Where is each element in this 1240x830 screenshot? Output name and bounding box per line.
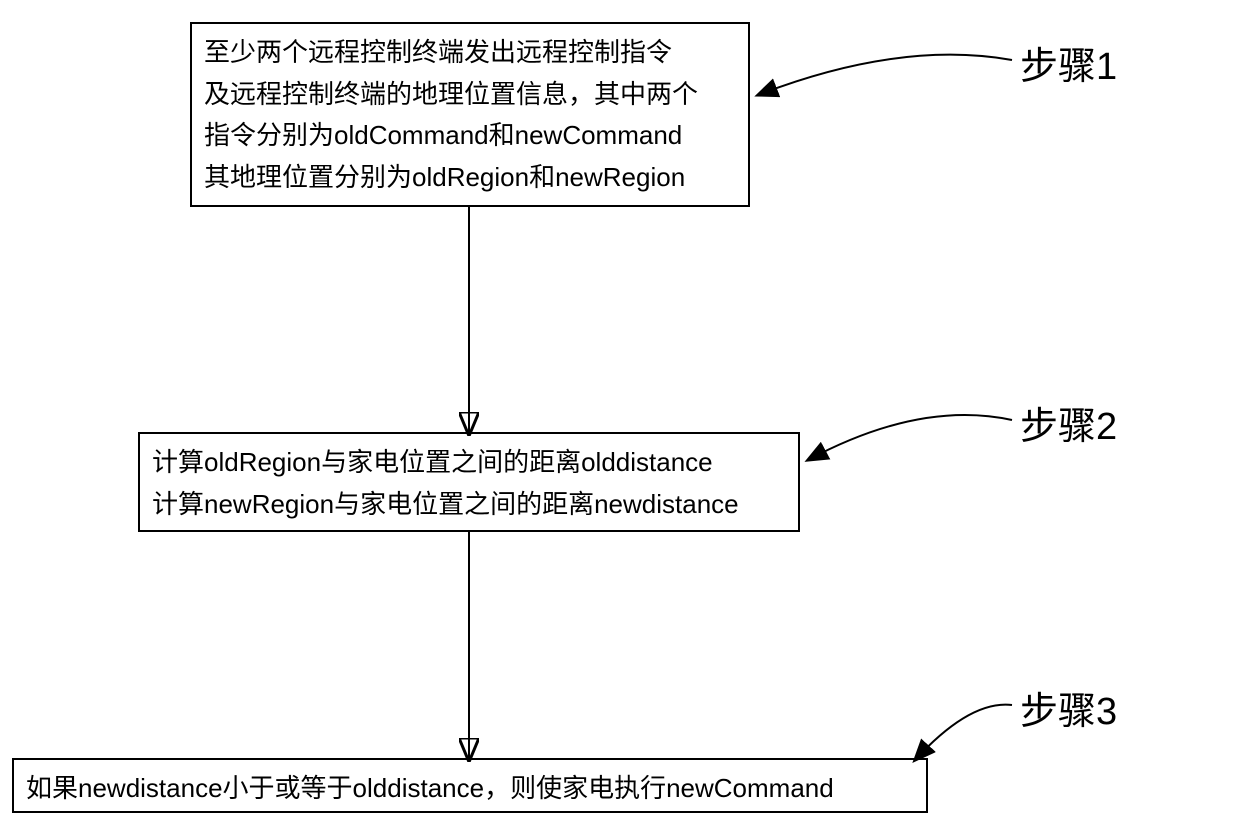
node-text-line: 如果newdistance小于或等于olddistance，则使家电执行newC… — [26, 768, 914, 810]
node-text-line: 计算oldRegion与家电位置之间的距离olddistance — [152, 442, 786, 484]
node-text-line: 至少两个远程控制终端发出远程控制指令 — [204, 32, 736, 74]
node-text-line: 其地理位置分别为oldRegion和newRegion — [204, 157, 736, 199]
node-text-line: 指令分别为oldCommand和newCommand — [204, 115, 736, 157]
flowchart-node-step2: 计算oldRegion与家电位置之间的距离olddistance 计算newRe… — [138, 432, 800, 532]
callout-arrow — [758, 55, 1012, 95]
step-label-1: 步骤1 — [1020, 35, 1117, 90]
node-text-line: 计算newRegion与家电位置之间的距离newdistance — [152, 484, 786, 526]
step-label-2: 步骤2 — [1020, 395, 1117, 450]
flowchart-node-step3: 如果newdistance小于或等于olddistance，则使家电执行newC… — [12, 758, 928, 813]
callout-arrow — [808, 415, 1012, 460]
callout-arrow — [915, 705, 1012, 760]
step-label-3: 步骤3 — [1020, 680, 1117, 735]
flowchart-node-step1: 至少两个远程控制终端发出远程控制指令 及远程控制终端的地理位置信息，其中两个 指… — [190, 22, 750, 207]
node-text-line: 及远程控制终端的地理位置信息，其中两个 — [204, 74, 736, 116]
